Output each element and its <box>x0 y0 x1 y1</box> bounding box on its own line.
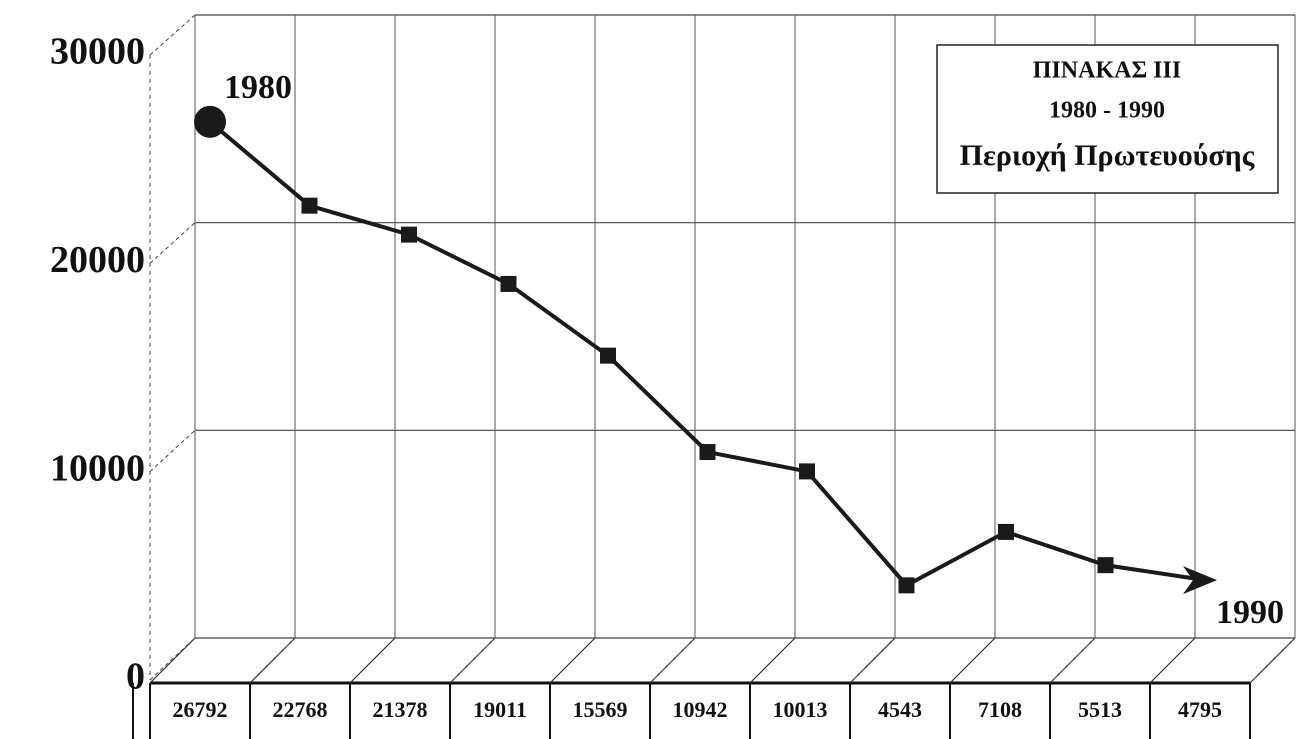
point-marker <box>301 197 318 214</box>
point-marker <box>500 275 517 292</box>
start-marker <box>194 105 226 138</box>
value-label: 21378 <box>373 697 428 722</box>
y-tick-label: 20000 <box>50 239 145 281</box>
floor-diagonal <box>649 637 696 684</box>
floor-diagonal <box>449 637 496 684</box>
value-label: 7108 <box>978 697 1022 722</box>
y-tick-label: 0 <box>126 656 145 698</box>
value-label: 5513 <box>1078 697 1122 722</box>
floor-diagonal <box>349 637 396 684</box>
floor-diagonal <box>849 637 896 684</box>
legend-box <box>936 44 1279 194</box>
floor-diagonal <box>949 637 996 684</box>
floor-diagonal <box>149 637 196 684</box>
region-label: Περιοχή Πρωτευούσης <box>960 139 1255 172</box>
point-marker <box>1097 557 1114 574</box>
value-label: 10942 <box>673 697 728 722</box>
y-tick-label: 30000 <box>50 31 145 73</box>
chart-subtitle: 1980 - 1990 <box>1049 98 1165 124</box>
value-label: 22768 <box>273 697 328 722</box>
floor-diagonal <box>1149 637 1196 684</box>
point-marker <box>998 523 1014 540</box>
point-marker <box>401 226 417 243</box>
tick-connector <box>149 429 196 473</box>
floor-diagonal <box>749 637 796 684</box>
point-marker <box>799 463 815 480</box>
point-marker <box>699 444 716 461</box>
end-arrow <box>1183 566 1217 595</box>
tick-connector <box>149 222 196 264</box>
floor-diagonal <box>1049 637 1096 684</box>
value-label: 26792 <box>173 697 228 722</box>
point-marker <box>898 577 915 594</box>
value-label: 4795 <box>1178 697 1222 722</box>
end-annotation: 1990 <box>1216 594 1284 631</box>
start-annotation: 1980 <box>224 69 292 106</box>
value-label: 19011 <box>473 697 527 722</box>
floor-diagonal <box>1249 637 1296 684</box>
value-label: 10013 <box>773 697 828 722</box>
point-marker <box>600 347 616 364</box>
value-label: 4543 <box>878 697 922 722</box>
tick-connector <box>149 14 196 56</box>
chart-title: ΠΙΝΑΚΑΣ ΙΙΙ <box>1033 58 1181 84</box>
y-tick-label: 10000 <box>50 447 145 489</box>
value-label: 15569 <box>573 697 628 722</box>
floor-diagonal <box>249 637 296 684</box>
floor-diagonal <box>549 637 596 684</box>
